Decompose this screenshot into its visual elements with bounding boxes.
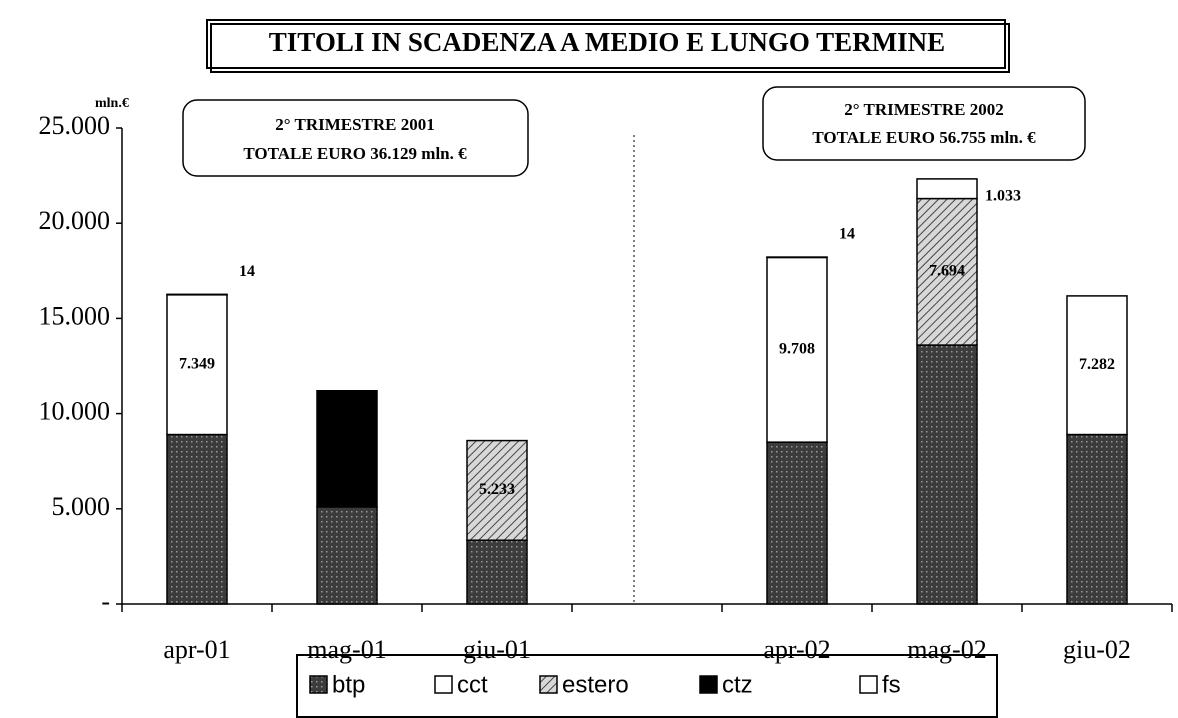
title-shadow — [210, 23, 1010, 73]
legend-label: estero — [562, 671, 629, 698]
data-label: 14 — [239, 263, 255, 280]
y-unit-label: mln.€ — [95, 96, 129, 111]
data-label: 1.033 — [985, 187, 1021, 204]
data-label: 7.694 — [929, 262, 965, 279]
bar-segment — [466, 439, 528, 541]
legend-label: ctz — [722, 671, 753, 698]
title-box — [206, 19, 1006, 69]
chart-title: TITOLI IN SCADENZA A MEDIO E LUNGO TERMI… — [269, 27, 945, 57]
legend-label: fs — [882, 671, 901, 698]
bar-segment — [316, 506, 378, 605]
data-label: 7.349 — [179, 355, 215, 372]
x-tick-label: apr-02 — [763, 635, 830, 664]
y-tick-label: 10.000 — [39, 397, 111, 426]
annotation: 2° TRIMESTRE 2001 — [275, 115, 435, 134]
legend-swatch — [699, 675, 718, 694]
y-tick-label: 5.000 — [52, 492, 111, 521]
bar-segment — [466, 539, 528, 605]
x-tick-label: giu-02 — [1063, 635, 1131, 664]
data-label: 14 — [839, 226, 855, 243]
y-tick-label: - — [101, 587, 110, 616]
legend-swatch — [434, 675, 453, 694]
bar-segment — [166, 433, 228, 605]
bar-segment — [766, 256, 828, 259]
y-tick-label: 20.000 — [39, 206, 111, 235]
bar-segment — [916, 197, 978, 346]
bar-segment — [916, 178, 978, 200]
annotation-box — [762, 86, 1086, 161]
legend-swatch — [309, 675, 328, 694]
data-label: 7.282 — [1079, 356, 1115, 373]
annotation: TOTALE EURO 36.129 mln. € — [243, 144, 467, 163]
x-tick-label: mag-02 — [907, 635, 986, 664]
legend-swatch — [539, 675, 558, 694]
x-tick-label: apr-01 — [163, 635, 230, 664]
y-tick-label: 25.000 — [39, 111, 111, 140]
annotation: 2° TRIMESTRE 2002 — [844, 100, 1004, 119]
y-tick-label: 15.000 — [39, 301, 111, 330]
bar-segment — [766, 441, 828, 605]
data-label: 9.708 — [779, 340, 815, 357]
annotation: TOTALE EURO 56.755 mln. € — [812, 128, 1036, 147]
legend — [296, 654, 998, 718]
bar-segment — [916, 344, 978, 605]
x-tick-label: mag-01 — [307, 635, 386, 664]
x-tick-label: giu-01 — [463, 635, 531, 664]
bar-segment — [1066, 433, 1128, 605]
legend-swatch — [859, 675, 878, 694]
bar-segment — [166, 293, 228, 296]
annotation-box — [182, 99, 529, 177]
bar-segment — [1066, 295, 1128, 436]
legend-label: cct — [457, 671, 488, 698]
legend-label: btp — [332, 671, 365, 698]
bar-segment — [316, 390, 378, 508]
bar-segment — [166, 293, 228, 436]
data-label: 5.233 — [479, 481, 515, 498]
